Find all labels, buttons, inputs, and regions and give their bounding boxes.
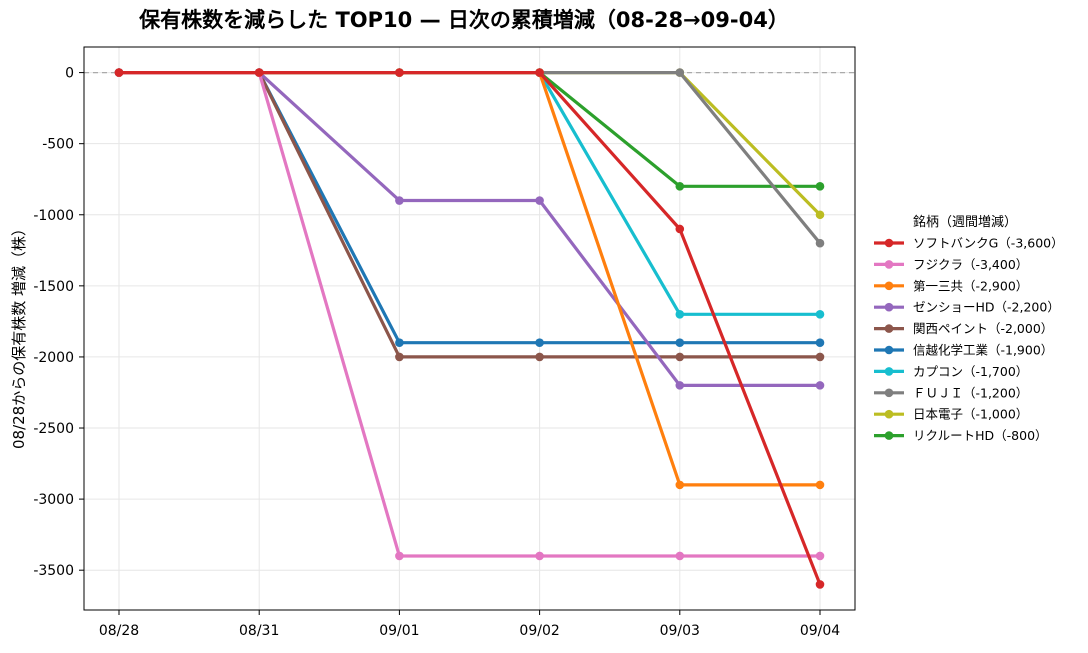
legend-label: カプコン（-1,700） [913, 364, 1028, 379]
legend-marker [884, 345, 894, 355]
data-point [254, 68, 264, 77]
data-point [395, 352, 404, 362]
series-line [117, 70, 822, 245]
y-tick-label: -2500 [33, 421, 74, 437]
data-point [815, 551, 825, 561]
legend-marker [884, 409, 894, 419]
data-point [815, 338, 825, 348]
legend-marker [884, 260, 894, 269]
data-point [675, 352, 685, 362]
plot-frame [83, 46, 856, 611]
legend-marker [884, 302, 894, 312]
data-point [675, 338, 685, 348]
axes: 0 -500 -1000 -1500 -2000 -2500 -3000 -3500 08/28… [33, 46, 856, 639]
series-line [117, 70, 822, 387]
data-point [395, 338, 404, 348]
x-tick-label: 08/31 [239, 623, 279, 639]
x-tick-label: 09/04 [800, 623, 840, 639]
series-line [117, 70, 822, 188]
y-tick-label: -3500 [33, 563, 74, 579]
x-tick-label: 08/28 [99, 623, 139, 639]
data-point [675, 182, 685, 191]
series-line [117, 70, 822, 487]
data-point [395, 196, 404, 205]
data-point [535, 551, 544, 561]
data-point [675, 224, 685, 234]
legend-marker [884, 238, 894, 248]
y-tick-label: -1500 [33, 279, 74, 295]
y-tick-label: -2000 [33, 350, 74, 366]
data-point [815, 580, 825, 589]
legend-label: フジクラ（-3,400） [913, 257, 1028, 272]
data-point [815, 182, 825, 191]
data-point [535, 338, 544, 348]
legend-label: ソフトバンクG（-3,600） [913, 236, 1064, 251]
x-tick-label: 09/03 [660, 623, 700, 639]
data-point [675, 68, 685, 77]
x-tick-label: 09/01 [379, 623, 419, 639]
data-point [675, 309, 685, 319]
y-tick-label: -3000 [33, 492, 74, 508]
data-point [815, 381, 825, 390]
legend-label: 関西ペイント（-2,000） [913, 321, 1053, 336]
data-point [395, 68, 404, 77]
legend-label: 日本電子（-1,000） [913, 407, 1028, 422]
data-point [815, 480, 825, 490]
legend-marker [884, 431, 894, 440]
plot-area [114, 68, 825, 589]
series-line [117, 70, 822, 587]
chart-title: 保有株数を減らした TOP10 — 日次の累積増減（08-28→09-04） [138, 8, 789, 32]
legend-label: リクルートHD（-800） [913, 428, 1048, 443]
legend-title: 銘柄（週間増減） [913, 214, 1017, 230]
y-tick-label: -1000 [33, 208, 74, 224]
data-point [675, 551, 685, 561]
data-point [395, 551, 404, 561]
y-axis-label: 08/28からの保有株数 増減（株） [10, 221, 28, 449]
x-tick-label: 09/02 [519, 623, 559, 639]
data-point [535, 352, 544, 362]
data-point [535, 68, 544, 77]
data-point [815, 309, 825, 319]
legend-label: 信越化学工業（-1,900） [913, 343, 1053, 358]
data-point [815, 352, 825, 362]
data-point [675, 381, 685, 390]
data-point [815, 238, 825, 248]
data-point [535, 196, 544, 205]
legend-label: ＦＵＪＩ（-1,200） [913, 385, 1028, 400]
legend-marker [884, 281, 894, 291]
legend: 銘柄（週間増減） ソフトバンクG（-3,600） フジクラ（-3,400） 第一三共… [874, 214, 1064, 443]
legend-label: 第一三共（-2,900） [913, 278, 1028, 293]
data-point [675, 480, 685, 490]
legend-label: ゼンショーHD（-2,200） [913, 300, 1060, 315]
data-point [114, 68, 124, 77]
legend-marker [884, 388, 894, 398]
data-point [815, 210, 825, 220]
y-tick-label: 0 [65, 66, 74, 82]
y-tick-label: -500 [42, 137, 74, 153]
legend-marker [884, 367, 894, 376]
legend-marker [884, 324, 894, 333]
